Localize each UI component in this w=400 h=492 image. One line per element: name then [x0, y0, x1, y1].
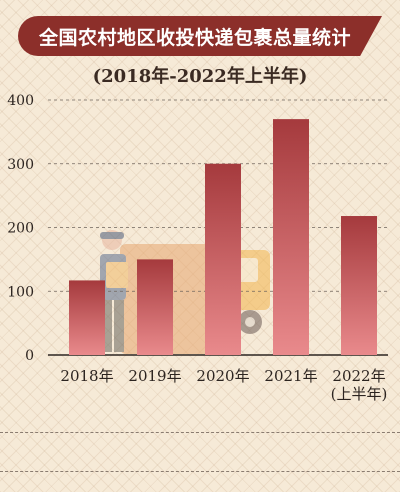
- van-hub: [245, 317, 255, 327]
- courier-cap: [100, 232, 124, 239]
- bar: [205, 163, 241, 355]
- x-tick-label: 2022年(上半年): [331, 367, 388, 403]
- divider-line: [0, 432, 400, 433]
- x-tick-label: 2018年: [60, 367, 113, 385]
- x-tick-label: 2019年: [128, 367, 181, 385]
- y-tick-label: 400: [7, 93, 34, 109]
- chart-subtitle: (2018年-2022年上半年): [92, 66, 308, 87]
- bar: [137, 259, 173, 355]
- x-tick-label: 2020年: [196, 367, 249, 385]
- x-axis: 2018年 2019年 2020年 2021年 2022年(上半年): [60, 367, 387, 403]
- y-tick-label: 100: [7, 284, 34, 300]
- parcel-box: [106, 262, 128, 288]
- courier-leg: [102, 300, 112, 352]
- bar: [69, 280, 105, 355]
- y-axis: 0 100 200 300 400: [7, 93, 34, 364]
- van-window: [236, 258, 258, 282]
- bars: [69, 119, 377, 355]
- divider-line: [0, 471, 400, 472]
- delivery-illustration: [100, 230, 270, 354]
- chart-title: 全国农村地区收投快递包裹总量统计: [38, 26, 351, 49]
- x-tick-label: 2021年: [264, 367, 317, 385]
- y-tick-label: 0: [25, 348, 34, 364]
- title-banner: 全国农村地区收投快递包裹总量统计: [18, 16, 382, 56]
- bar: [341, 216, 377, 355]
- y-tick-label: 300: [7, 157, 34, 173]
- courier-leg: [114, 300, 124, 352]
- bar: [273, 119, 309, 355]
- y-tick-label: 200: [7, 221, 34, 237]
